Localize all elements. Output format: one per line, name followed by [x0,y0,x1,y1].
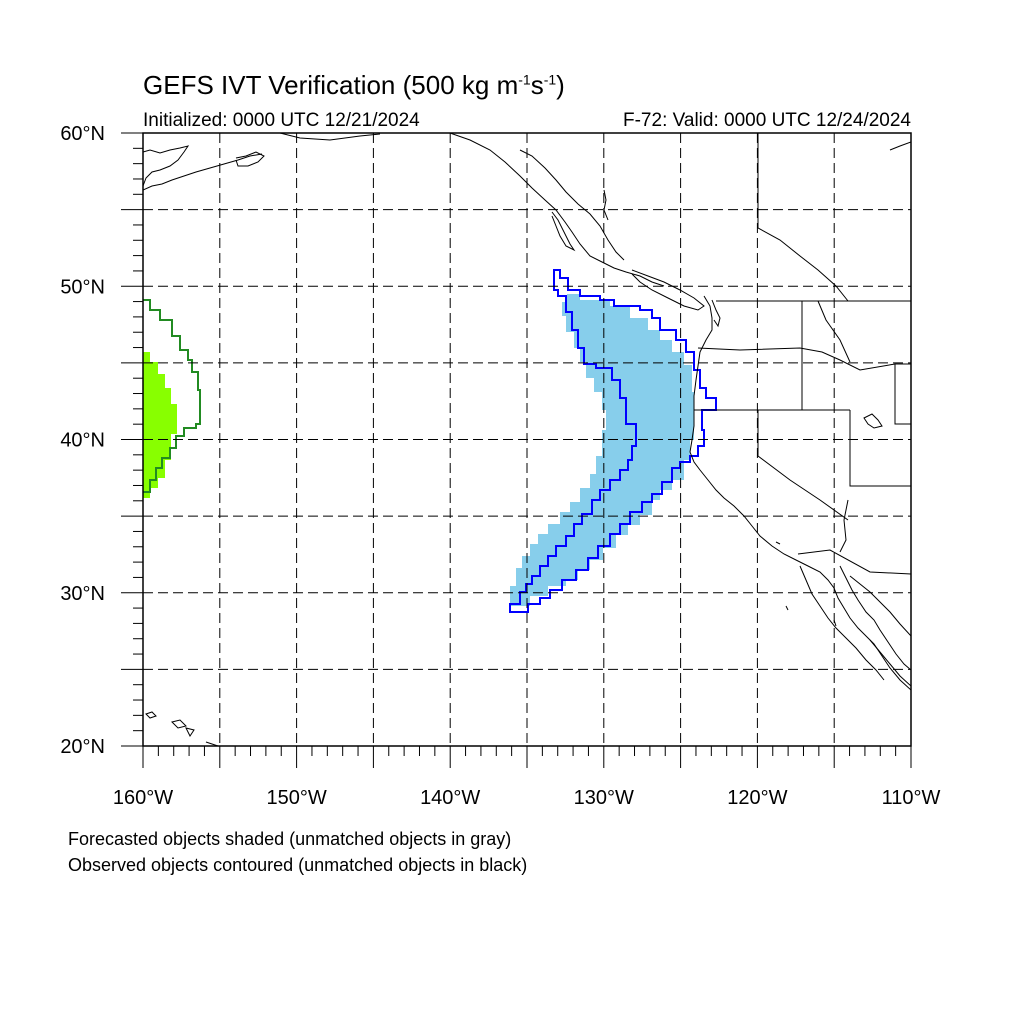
lon-label: 150°W [266,787,326,809]
legend-notes: Forecasted objects shaded (unmatched obj… [68,826,527,878]
note-observed: Observed objects contoured (unmatched ob… [68,855,528,875]
forecast-objects [143,294,694,606]
coastline-west-coast [689,295,911,691]
border-wy [894,364,911,425]
lat-label: 60°N [60,123,105,145]
coastline-alaska-peninsula [143,153,263,191]
valid-time-label: F-72: Valid: 0000 UTC 12/24/2024 [623,110,911,131]
border-us-mexico [797,549,911,575]
border-nv-ut [849,410,911,487]
coastline-panhandle [449,133,665,287]
note-forecast: Forecasted objects shaded (unmatched obj… [68,829,512,849]
coastline-mexico-mainland [849,575,911,637]
forecast-object-blue [510,294,694,606]
forecast-object-green [143,352,177,498]
observed-objects [143,269,717,613]
lake-great-salt [863,413,883,429]
coastline-yukon [603,189,609,221]
lon-labels: 160°W 150°W 140°W 130°W 120°W 110°W [113,787,941,809]
coastline-baja-west [799,565,885,681]
lat-label: 30°N [60,583,105,605]
island-hawaii-2 [171,719,187,729]
coastline-bc-inner [519,149,625,261]
island-hawaii-1 [145,711,157,719]
island-hawaii-3 [185,727,195,737]
coastline-vancouver-island [631,269,705,311]
observed-object-blue [509,269,717,613]
border-wa-or [697,347,911,371]
island-channel [775,541,781,545]
lat-label: 50°N [60,276,105,298]
border-id-mt [817,300,851,363]
coastline-gulf-of-alaska [279,133,381,141]
border-ca-az [839,499,849,553]
lon-label: 130°W [574,787,634,809]
initialized-label: Initialized: 0000 UTC 12/21/2024 [143,110,420,131]
observed-object-green [143,299,201,493]
lat-ticks [121,132,143,747]
coastline-baja-east [839,565,911,671]
chart-title: GEFS IVT Verification (500 kg m-1s-1) [143,70,565,100]
coastline-alaska [143,145,190,187]
lat-labels: 20°N 30°N 40°N 50°N 60°N [60,123,105,758]
lon-ticks [142,746,912,768]
lon-label: 120°W [727,787,787,809]
graticule [143,133,911,746]
lat-label: 20°N [60,736,105,758]
island-guadalupe [785,605,789,611]
lon-label: 160°W [113,787,173,809]
coastline-hudson [889,141,911,151]
coastline-puget-sound [711,299,721,328]
border-ca-nv [757,410,849,521]
lon-label: 140°W [420,787,480,809]
coastline-mexico-south [869,639,911,700]
lon-label: 110°W [882,787,941,809]
coastline-kodiak [235,151,265,167]
coastline-haida-gwaii [551,211,576,252]
lat-label: 40°N [60,430,105,452]
